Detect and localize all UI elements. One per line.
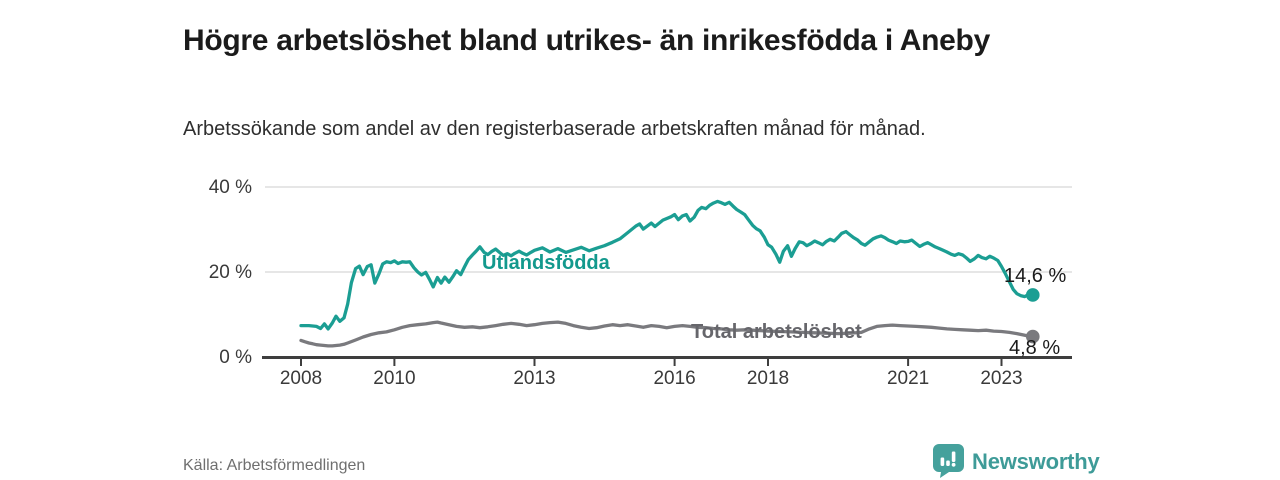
newsworthy-logo: Newsworthy [933, 444, 1100, 478]
y-tick-label-40: 40 % [209, 177, 252, 198]
series-end-dot-utlandsfodda [1025, 288, 1040, 302]
end-value-label-total: 4,8 % [1009, 337, 1061, 359]
series-line-utlandsfodda [299, 199, 1035, 331]
newsworthy-wordmark: Newsworthy [972, 448, 1100, 474]
page-subtitle: Arbetssökande som andel av den registerb… [183, 118, 926, 140]
series-line-total-arbetsloshet [299, 320, 1035, 348]
series-label-utlandsfodda: Utlandsfödda [482, 252, 610, 274]
x-tick-label-2013: 2013 [513, 368, 555, 389]
x-tick-label-2008: 2008 [280, 368, 322, 389]
page-title: Högre arbetslöshet bland utrikes- än inr… [183, 24, 990, 58]
bar-chart-speech-bubble-icon [933, 444, 964, 478]
x-tick-label-2010: 2010 [373, 368, 415, 389]
x-tick-label-2016: 2016 [653, 368, 695, 389]
y-tick-label-20: 20 % [209, 262, 252, 283]
x-tick-label-2023: 2023 [980, 368, 1022, 389]
x-tick-label-2021: 2021 [887, 368, 929, 389]
source-text: Källa: Arbetsförmedlingen [183, 457, 366, 474]
series-label-total-arbetsloshet: Total arbetslöshet [691, 321, 862, 343]
end-value-label-utlandsfodda: 14,6 % [1004, 265, 1067, 287]
y-tick-label-0: 0 % [219, 347, 252, 368]
x-tick-label-2018: 2018 [747, 368, 789, 389]
series-end-dot-total-arbetsloshet [1025, 329, 1040, 344]
